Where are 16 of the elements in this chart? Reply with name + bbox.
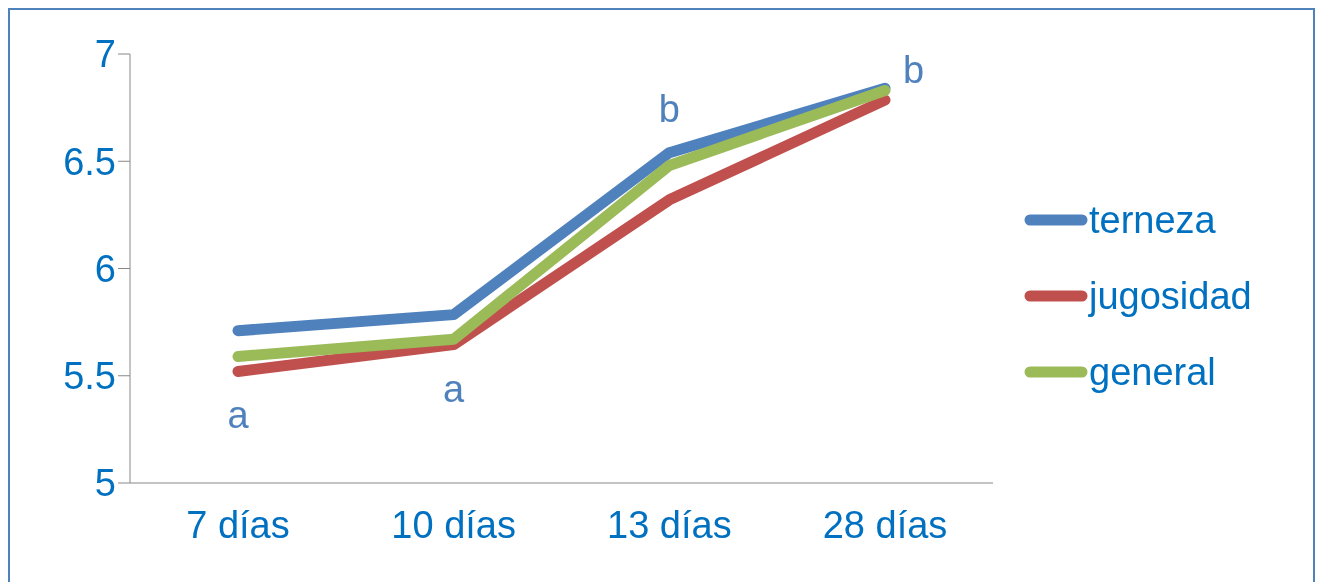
annotation: b (903, 49, 925, 92)
annotation: a (443, 367, 466, 410)
legend-label: general (1089, 350, 1216, 394)
annotation: a (227, 394, 250, 437)
legend-label: terneza (1089, 198, 1216, 242)
y-tick-label: 5 (94, 462, 116, 505)
y-tick-label: 5.5 (63, 355, 116, 398)
y-tick-label: 6 (94, 247, 116, 290)
x-tick-label: 7 días (186, 503, 290, 546)
x-tick-label: 13 días (607, 503, 732, 546)
x-tick-label: 10 días (391, 503, 516, 546)
annotation: b (658, 87, 680, 130)
y-tick-label: 7 (94, 33, 116, 76)
y-tick-label: 6.5 (63, 140, 116, 183)
legend-label: jugosidad (1089, 274, 1252, 318)
x-tick-label: 28 días (822, 503, 948, 546)
